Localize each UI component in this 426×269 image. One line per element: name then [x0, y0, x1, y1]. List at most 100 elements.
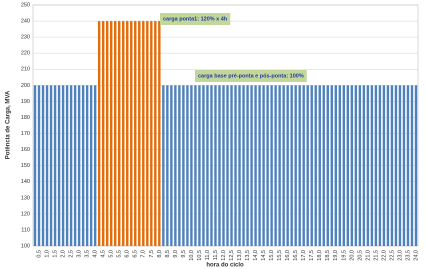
bar — [254, 85, 257, 246]
bar — [366, 85, 370, 246]
x-tick-label: 6,0 — [125, 250, 131, 258]
x-tick-label: 21,5 — [373, 250, 379, 261]
bar — [290, 85, 293, 246]
bar — [350, 85, 354, 246]
bar — [65, 85, 69, 246]
x-tick-label: 11,5 — [213, 250, 219, 260]
y-tick-label: 200 — [21, 83, 30, 89]
y-tick-label: 130 — [21, 195, 30, 201]
x-tick-label: 21,0 — [365, 250, 371, 261]
bar — [238, 85, 241, 246]
x-tick-label: 5,5 — [117, 250, 123, 258]
bar — [242, 85, 245, 246]
x-tick-label: 22,0 — [381, 250, 387, 261]
x-tick-label: 15,0 — [269, 250, 275, 261]
bar — [246, 85, 249, 246]
x-tick-label: 6,5 — [133, 250, 139, 258]
bar — [370, 85, 374, 246]
plot-border — [32, 4, 419, 247]
bar — [222, 85, 225, 246]
bar — [234, 85, 237, 246]
bar — [69, 85, 73, 246]
bar — [93, 85, 97, 246]
bar — [382, 85, 386, 246]
x-tick-label: 14,5 — [261, 250, 267, 261]
x-tick-label: 12,0 — [221, 250, 227, 261]
x-tick-label: 14,0 — [253, 250, 259, 261]
x-tick-label: 4,0 — [93, 250, 99, 258]
x-tick-label: 7,5 — [149, 250, 155, 258]
annotation: carga ponta1: 120% x 4h — [163, 16, 228, 22]
bar — [378, 85, 382, 246]
bar — [386, 85, 390, 246]
x-tick-label: 10,0 — [189, 250, 195, 261]
bar — [226, 85, 229, 246]
bar — [178, 85, 181, 246]
bar — [342, 85, 346, 246]
y-tick-label: 210 — [21, 67, 30, 73]
y-tick-label: 170 — [21, 131, 30, 137]
y-tick-label: 140 — [21, 179, 30, 185]
bar — [274, 85, 277, 246]
y-tick-label: 110 — [21, 227, 30, 233]
bar — [190, 85, 193, 246]
bar — [97, 21, 101, 246]
bar — [41, 85, 45, 246]
y-axis-label: Potência de Carga, MVA — [6, 90, 12, 159]
x-tick-label: 18,0 — [317, 250, 323, 261]
x-tick-label: 8,5 — [165, 250, 171, 258]
bar — [146, 21, 149, 246]
bar — [326, 85, 329, 246]
bar — [302, 85, 305, 246]
bar — [166, 85, 169, 246]
x-tick-label: 1,5 — [53, 250, 59, 258]
x-tick-label: 2,5 — [69, 250, 75, 258]
x-tick-label: 24,0 — [413, 250, 419, 261]
bar — [85, 85, 89, 246]
bar — [270, 85, 273, 246]
x-tick-label: 19,5 — [341, 250, 347, 261]
x-tick-label: 17,5 — [309, 250, 315, 261]
x-tick-label: 0,5 — [36, 250, 42, 258]
bar — [170, 85, 173, 246]
x-tick-label: 16,0 — [285, 250, 291, 261]
bar — [61, 85, 65, 246]
bar — [158, 21, 161, 246]
bar — [278, 85, 281, 246]
bar — [322, 85, 325, 246]
x-tick-label: 4,5 — [101, 250, 107, 258]
bar — [194, 85, 197, 246]
bar — [101, 21, 105, 246]
bar — [33, 85, 37, 246]
bar — [306, 85, 309, 246]
bar — [89, 85, 93, 246]
bar — [394, 85, 398, 246]
y-tick-label: 160 — [21, 147, 30, 153]
bar — [150, 21, 153, 246]
x-tick-label: 9,0 — [173, 250, 179, 258]
annotation: carga base pré-ponta e pós-ponta: 100% — [198, 73, 304, 79]
x-tick-label: 19,0 — [333, 250, 339, 261]
bar — [110, 21, 113, 246]
bar — [338, 85, 341, 246]
bar — [206, 85, 209, 246]
bar — [374, 85, 378, 246]
y-tick-label: 230 — [21, 35, 30, 41]
bar — [49, 85, 53, 246]
x-tick-label: 2,0 — [61, 250, 67, 258]
x-tick-label: 15,5 — [277, 250, 283, 261]
bar — [53, 85, 57, 246]
y-tick-label: 240 — [21, 19, 30, 25]
bar — [130, 21, 133, 246]
bar — [214, 85, 217, 246]
bar — [410, 85, 414, 246]
annotation-box — [195, 70, 307, 82]
x-tick-label: 1,0 — [44, 250, 50, 258]
bar — [286, 85, 289, 246]
bar — [57, 85, 61, 246]
x-tick-label: 23,0 — [397, 250, 403, 261]
bar — [390, 85, 394, 246]
bar — [398, 85, 402, 246]
x-tick-label: 20,5 — [357, 250, 363, 261]
